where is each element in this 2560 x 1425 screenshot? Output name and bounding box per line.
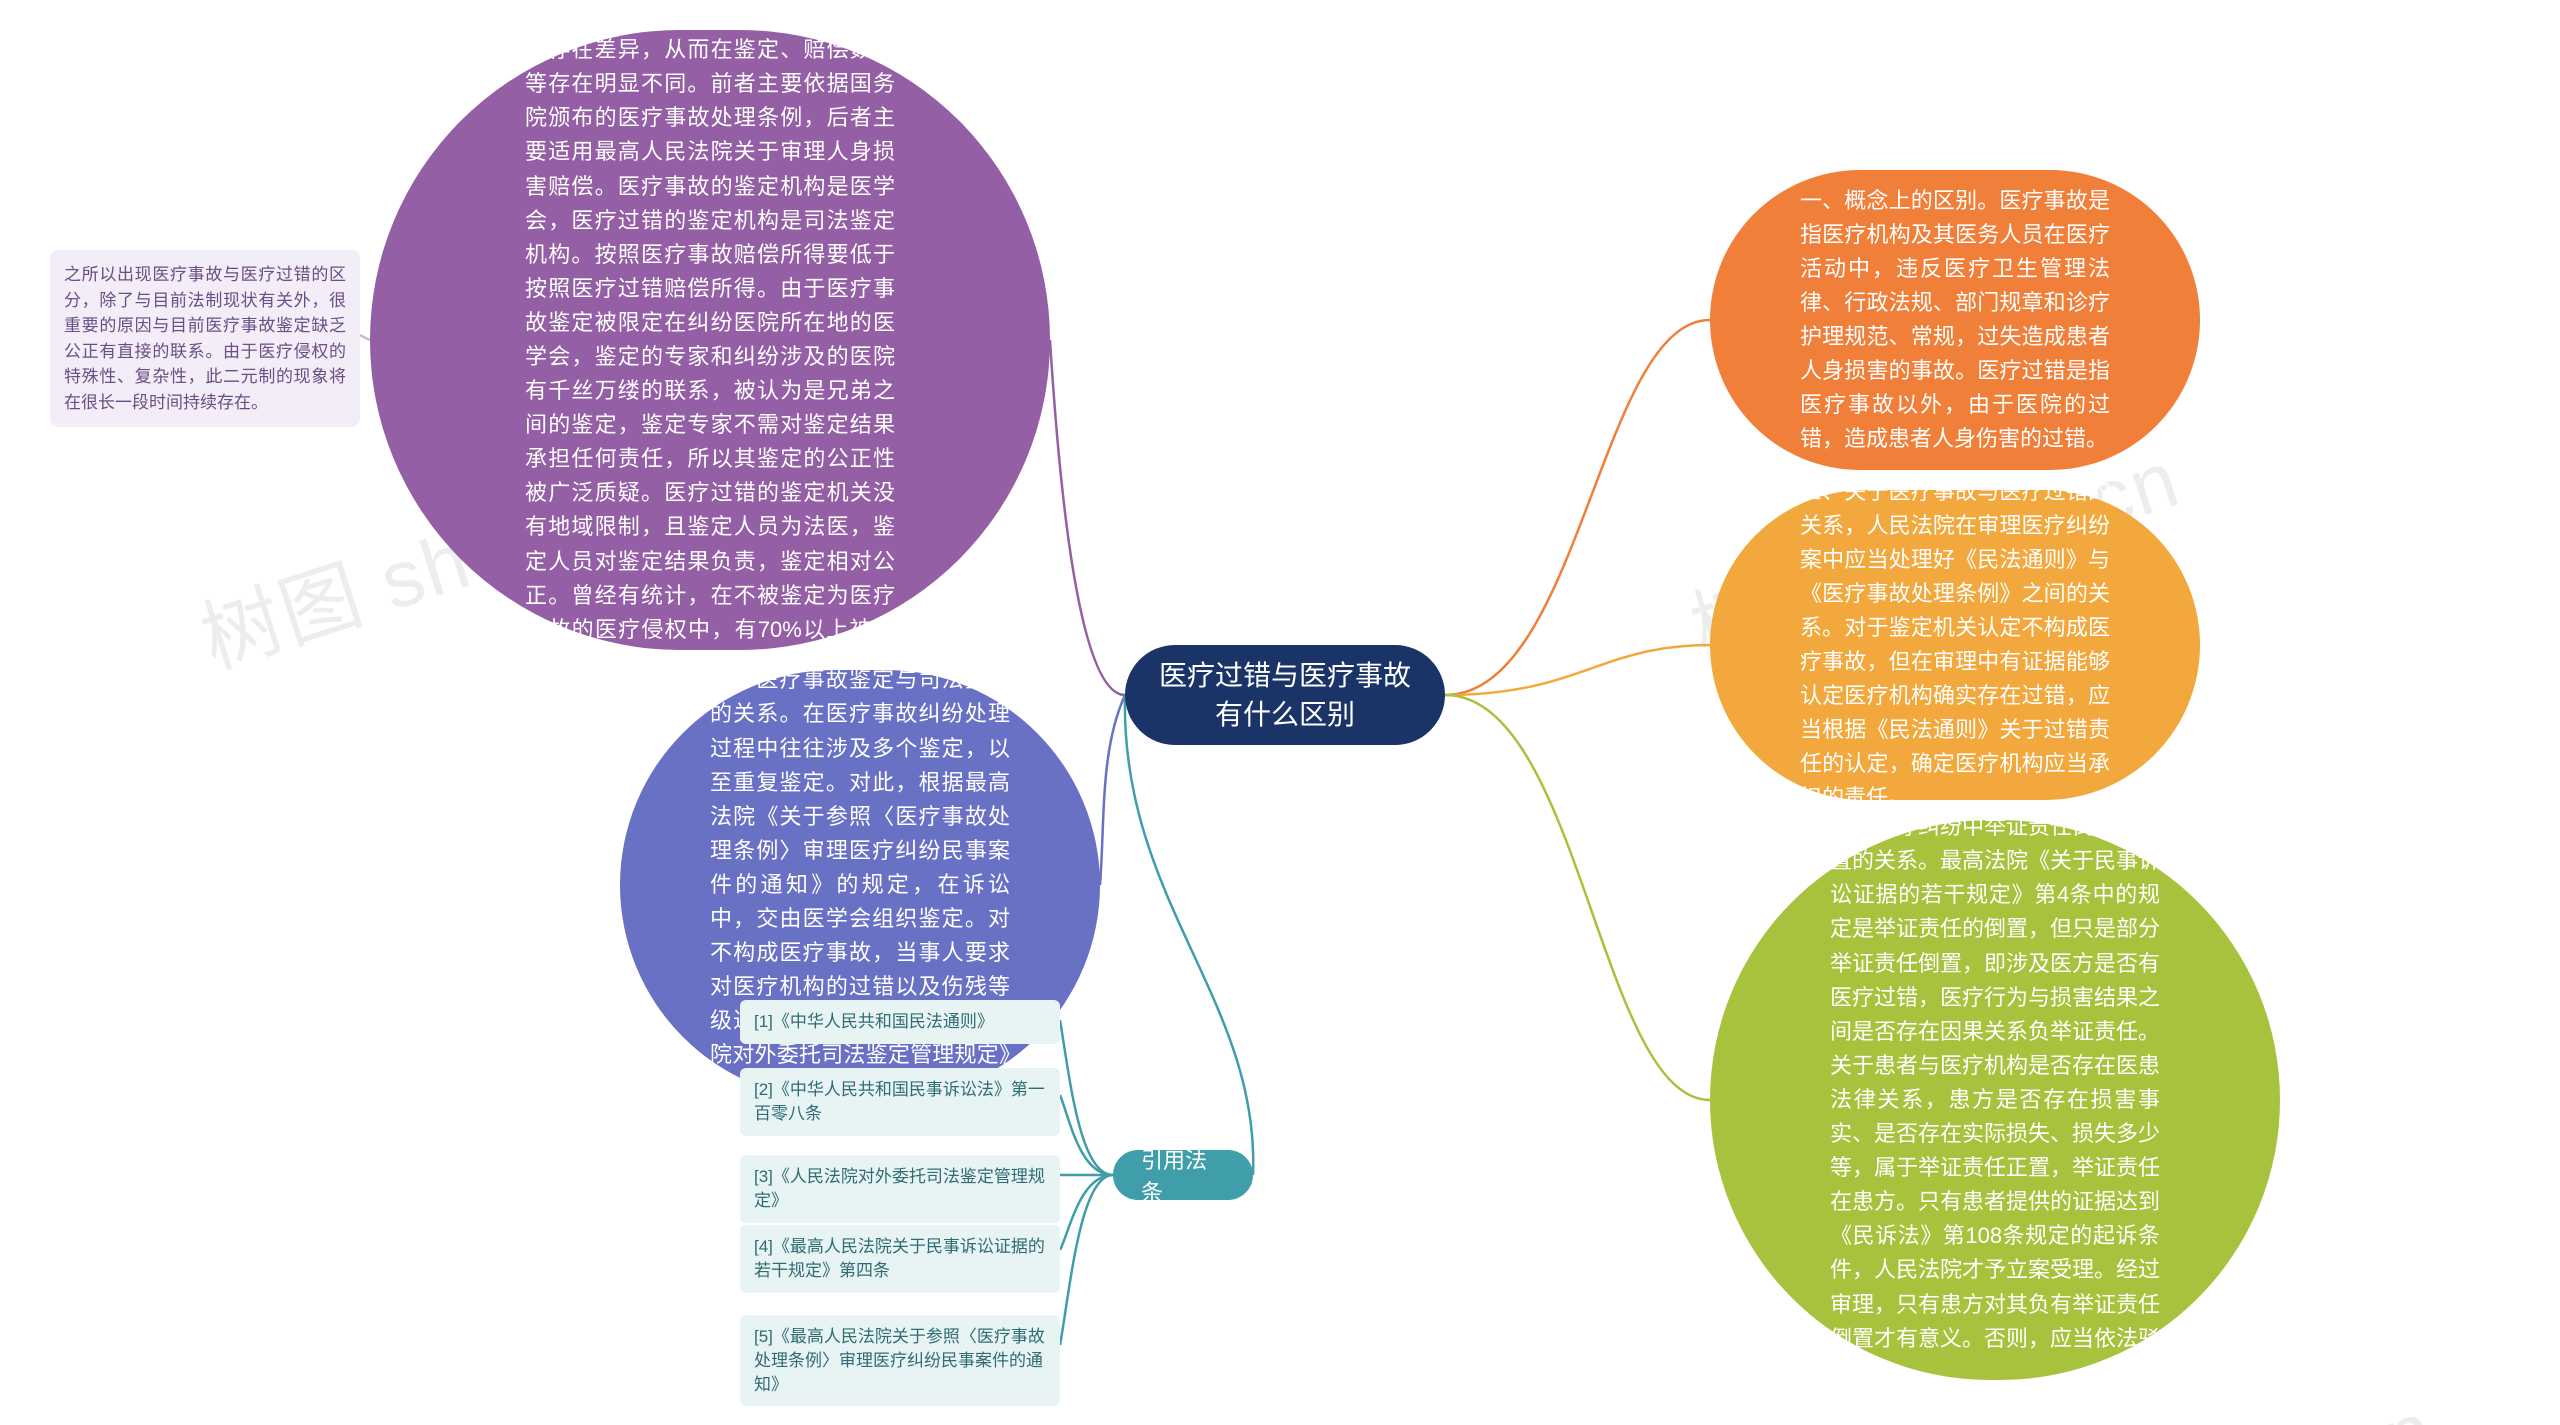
bubble-green-text: 五、医疗纠纷中举证责任倒置与正置的关系。最高法院《关于民事诉讼证据的若干规定》第… (1830, 814, 2160, 1385)
side-note: 之所以出现医疗事故与医疗过错的区分，除了与目前法制现状有关外，很重要的原因与目前… (50, 250, 360, 427)
bubble-purple-text: 二、医疗事故与医疗过错在适用法律上存在差异，从而在鉴定、赔偿数额等存在明显不同。… (525, 3, 895, 676)
ref-item: [3]《人民法院对外委托司法鉴定管理规定》 (740, 1155, 1060, 1223)
ref-item: [2]《中华人民共和国民事诉讼法》第一百零八条 (740, 1068, 1060, 1136)
references-pill: 引用法条 (1113, 1150, 1253, 1200)
ref-item-text: [2]《中华人民共和国民事诉讼法》第一百零八条 (754, 1080, 1045, 1123)
references-pill-text: 引用法条 (1141, 1143, 1225, 1207)
bubble-orange-2-text: 三、关于医疗事故与医疗过错的关系，人民法院在审理医疗纠纷案中应当处理好《民法通则… (1800, 479, 2110, 811)
ref-item: [1]《中华人民共和国民法通则》 (740, 1000, 1060, 1044)
ref-item: [4]《最高人民法院关于民事诉讼证据的若干规定》第四条 (740, 1225, 1060, 1293)
bubble-orange-1: 一、概念上的区别。医疗事故是指医疗机构及其医务人员在医疗活动中，违反医疗卫生管理… (1710, 170, 2200, 470)
ref-item: [5]《最高人民法院关于参照〈医疗事故处理条例〉审理医疗纠纷民事案件的通知》 (740, 1315, 1060, 1406)
bubble-green: 五、医疗纠纷中举证责任倒置与正置的关系。最高法院《关于民事诉讼证据的若干规定》第… (1710, 820, 2280, 1380)
bubble-purple: 二、医疗事故与医疗过错在适用法律上存在差异，从而在鉴定、赔偿数额等存在明显不同。… (370, 30, 1050, 650)
side-note-text: 之所以出现医疗事故与医疗过错的区分，除了与目前法制现状有关外，很重要的原因与目前… (64, 265, 346, 412)
watermark: shutu.cn (2114, 1383, 2445, 1425)
ref-item-text: [1]《中华人民共和国民法通则》 (754, 1012, 994, 1031)
center-node-text: 医疗过错与医疗事故有什么区别 (1155, 656, 1415, 734)
center-node: 医疗过错与医疗事故有什么区别 (1125, 645, 1445, 745)
ref-item-text: [3]《人民法院对外委托司法鉴定管理规定》 (754, 1167, 1045, 1210)
ref-item-text: [5]《最高人民法院关于参照〈医疗事故处理条例〉审理医疗纠纷民事案件的通知》 (754, 1327, 1045, 1394)
bubble-orange-1-text: 一、概念上的区别。医疗事故是指医疗机构及其医务人员在医疗活动中，违反医疗卫生管理… (1800, 188, 2110, 452)
bubble-orange-2: 三、关于医疗事故与医疗过错的关系，人民法院在审理医疗纠纷案中应当处理好《民法通则… (1710, 490, 2200, 800)
ref-item-text: [4]《最高人民法院关于民事诉讼证据的若干规定》第四条 (754, 1237, 1045, 1280)
